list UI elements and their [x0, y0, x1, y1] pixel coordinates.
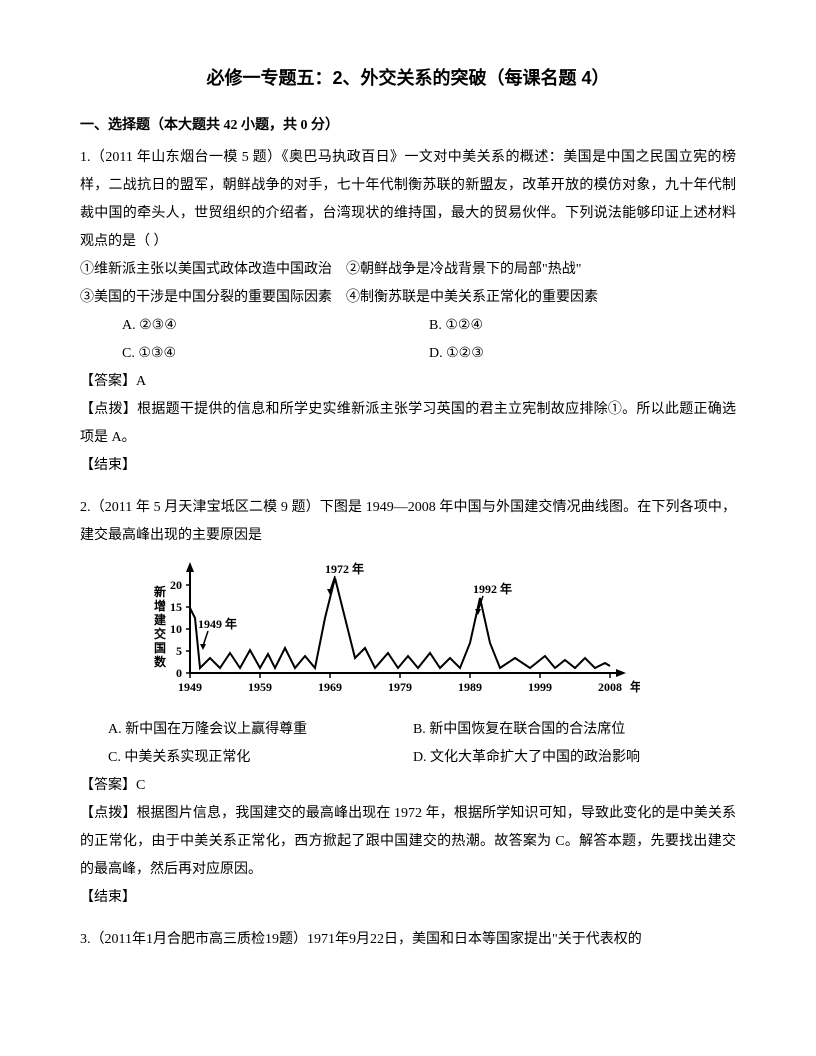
svg-text:15: 15	[170, 600, 182, 614]
q1-explain: 【点拨】根据题干提供的信息和所学史实维新派主张学习英国的君主立宪制故应排除①。所…	[80, 396, 736, 452]
svg-text:1969: 1969	[318, 680, 342, 694]
q2-opt-b: B. 新中国恢复在联合国的合法席位	[413, 716, 714, 744]
q1-opt-c: C. ①③④	[122, 340, 429, 368]
diplomatic-chart: 0 5 10 15 20 1949 1959 1969 1979 1989 1999 2008 新增建交…	[140, 558, 640, 708]
svg-text:1959: 1959	[248, 680, 272, 694]
svg-text:增: 增	[154, 598, 166, 613]
q2-stem: 2.（2011 年 5 月天津宝坻区二模 9 题）下图是 1949—2008 年…	[80, 494, 736, 550]
section-header: 一、选择题（本大题共 42 小题，共 0 分）	[80, 112, 736, 140]
q2-opt-c: C. 中美关系实现正常化	[108, 744, 409, 772]
svg-text:交: 交	[154, 626, 166, 641]
svg-text:2008: 2008	[598, 680, 622, 694]
q2-end: 【结束】	[80, 884, 736, 912]
svg-text:数: 数	[154, 654, 167, 669]
svg-text:国: 国	[154, 641, 166, 655]
q1-opt-a: A. ②③④	[122, 312, 429, 340]
q1-answer: 【答案】A	[80, 368, 736, 396]
svg-text:1949: 1949	[178, 680, 202, 694]
q1-statements-2: ③美国的干涉是中国分裂的重要国际因素 ④制衡苏联是中美关系正常化的重要因素	[80, 284, 736, 312]
svg-text:20: 20	[170, 578, 182, 592]
svg-text:新: 新	[154, 584, 166, 599]
svg-text:建: 建	[153, 612, 167, 627]
chart-container: 0 5 10 15 20 1949 1959 1969 1979 1989 1999 2008 新增建交…	[140, 558, 736, 708]
q1-options-row2: C. ①③④ D. ①②③	[122, 340, 736, 368]
svg-text:年份: 年份	[630, 679, 640, 694]
q1-stem: 1.（2011 年山东烟台一模 5 题）《奥巴马执政百日》一文对中美关系的概述：…	[80, 144, 736, 256]
q1-options-row1: A. ②③④ B. ①②④	[122, 312, 736, 340]
svg-text:10: 10	[170, 622, 182, 636]
q1-end: 【结束】	[80, 452, 736, 480]
q2-explain: 【点拨】根据图片信息，我国建交的最高峰出现在 1972 年，根据所学知识可知，导…	[80, 800, 736, 884]
q1-opt-b: B. ①②④	[429, 312, 736, 340]
svg-text:1979: 1979	[388, 680, 412, 694]
svg-text:1972 年: 1972 年	[325, 561, 364, 576]
svg-text:1992 年: 1992 年	[473, 581, 512, 596]
svg-text:5: 5	[176, 644, 182, 658]
q2-opt-d: D. 文化大革命扩大了中国的政治影响	[413, 744, 714, 772]
svg-text:1949 年: 1949 年	[198, 616, 237, 631]
q2-opt-a: A. 新中国在万隆会议上赢得尊重	[108, 716, 409, 744]
q1-statements-1: ①维新派主张以美国式政体改造中国政治 ②朝鲜战争是冷战背景下的局部"热战"	[80, 256, 736, 284]
page-title: 必修一专题五：2、外交关系的突破（每课名题 4）	[80, 60, 736, 96]
svg-text:0: 0	[176, 666, 182, 680]
q3-stem: 3.（2011年1月合肥市高三质检19题）1971年9月22日，美国和日本等国家…	[80, 926, 736, 954]
q2-options-row1: A. 新中国在万隆会议上赢得尊重 B. 新中国恢复在联合国的合法席位	[108, 716, 736, 744]
svg-text:1989: 1989	[458, 680, 482, 694]
svg-text:1999: 1999	[528, 680, 552, 694]
q2-answer: 【答案】C	[80, 772, 736, 800]
q2-options-row2: C. 中美关系实现正常化 D. 文化大革命扩大了中国的政治影响	[108, 744, 736, 772]
q1-opt-d: D. ①②③	[429, 340, 736, 368]
